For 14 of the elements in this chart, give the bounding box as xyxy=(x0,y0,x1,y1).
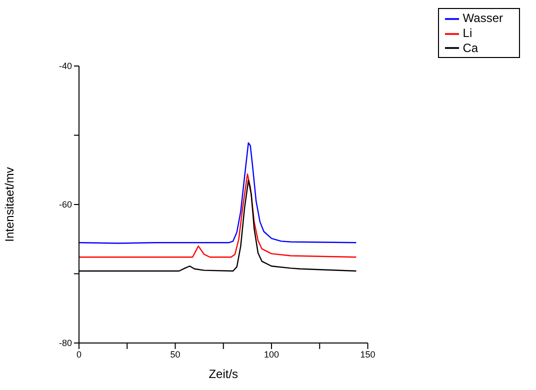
x-tick-label: 100 xyxy=(264,349,280,360)
legend-label: Ca xyxy=(462,40,478,55)
legend-label: Li xyxy=(462,26,472,40)
x-tick-label: 50 xyxy=(170,349,180,360)
line-series xyxy=(79,142,357,244)
x-tick-label: 0 xyxy=(76,349,82,360)
legend-label: Wasser xyxy=(462,11,503,25)
y-tick-label: -60 xyxy=(58,200,72,210)
x-tick-label: 150 xyxy=(360,349,376,360)
line-series xyxy=(79,173,357,258)
y-tick-label: -40 xyxy=(58,61,72,72)
x-axis-title: Zeit/s xyxy=(208,367,238,381)
y-axis-title: Intensitaet/mv xyxy=(2,167,16,242)
y-tick-label: -80 xyxy=(58,338,72,348)
